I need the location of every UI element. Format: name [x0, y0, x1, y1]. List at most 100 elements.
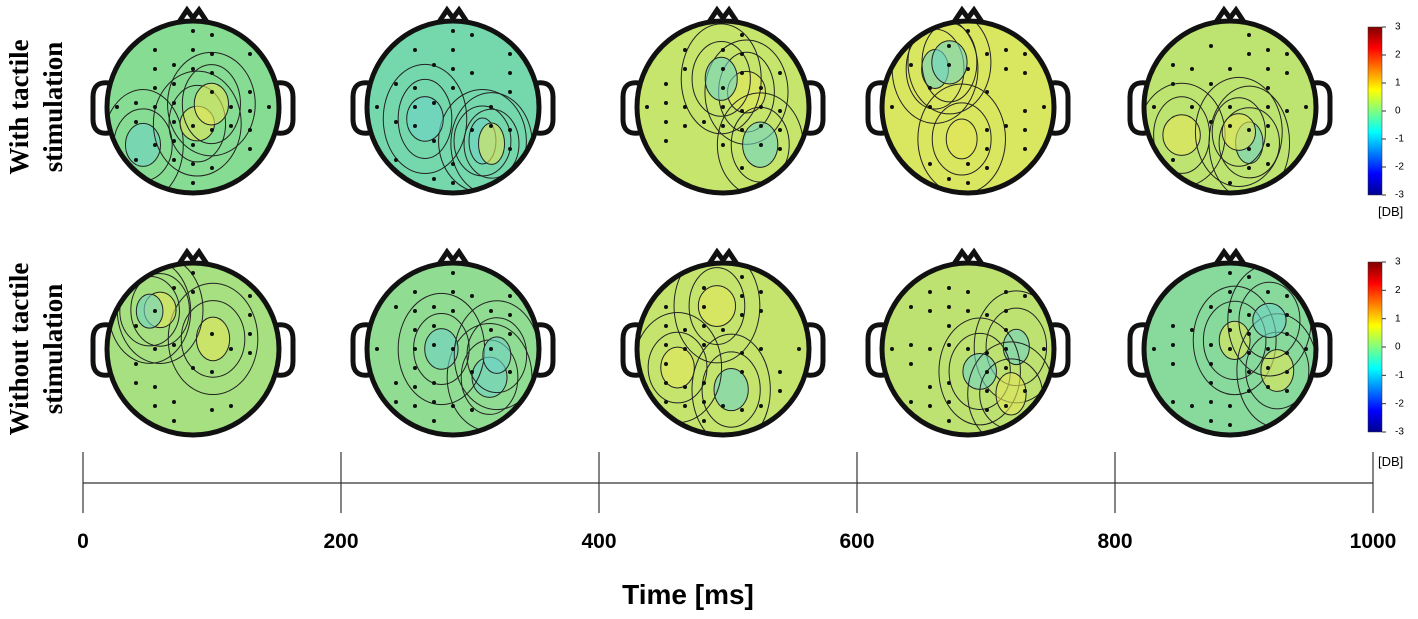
contour [673, 263, 761, 364]
electrode [683, 105, 687, 109]
electrode [1228, 347, 1232, 351]
electrode [210, 332, 214, 336]
electrode [909, 400, 913, 404]
topomap [620, 247, 826, 438]
electrode [664, 120, 668, 124]
scalp-outline [634, 260, 812, 438]
electrode [947, 381, 951, 385]
ear [536, 80, 556, 136]
electrode [229, 404, 233, 408]
electrode [153, 67, 157, 71]
electrode [432, 101, 436, 105]
contour [1162, 114, 1201, 156]
electrode [432, 419, 436, 423]
electrode [210, 90, 214, 94]
electrode [1266, 124, 1270, 128]
electrode [470, 33, 474, 37]
electrode [1285, 109, 1289, 113]
nose [1213, 5, 1247, 24]
colorbar-tick-label: -1 [1395, 134, 1404, 145]
ear [1051, 322, 1071, 378]
electrode [248, 52, 252, 56]
nose [951, 247, 985, 266]
electrode [1266, 67, 1270, 71]
electrode [191, 366, 195, 370]
electrode [702, 400, 706, 404]
electrode [375, 105, 379, 109]
time-tick-label: 200 [323, 530, 358, 553]
electrode [1247, 332, 1251, 336]
electrode [985, 90, 989, 94]
nose [176, 247, 210, 266]
electrode [740, 71, 744, 75]
contour [463, 108, 520, 179]
electrode [1004, 309, 1008, 313]
electrode [394, 120, 398, 124]
contours [375, 29, 533, 193]
electrode [1190, 105, 1194, 109]
electrode [966, 162, 970, 166]
electrode [966, 347, 970, 351]
electrode [740, 294, 744, 298]
topomap [865, 247, 1071, 438]
electrode [172, 286, 176, 290]
electrode [664, 305, 668, 309]
contour [193, 82, 230, 126]
contour [382, 63, 468, 174]
topomap [350, 247, 556, 438]
electrode [1228, 290, 1232, 294]
colorbar-tick-label: 2 [1395, 285, 1401, 296]
electrode [432, 63, 436, 67]
electrode [909, 63, 913, 67]
electrode [1004, 67, 1008, 71]
electrode [1266, 347, 1270, 351]
electrode [664, 343, 668, 347]
electrode [759, 404, 763, 408]
electrode [153, 48, 157, 52]
electrode [702, 120, 706, 124]
scalp-outline [879, 18, 1057, 196]
electrode [191, 162, 195, 166]
electrode [470, 370, 474, 374]
contour [1153, 96, 1211, 174]
electrode [210, 128, 214, 132]
electrode [1171, 400, 1175, 404]
electrode [1247, 370, 1251, 374]
ear [806, 80, 826, 136]
electrode [1228, 423, 1232, 427]
electrode [451, 290, 455, 294]
electrode [489, 124, 493, 128]
electrode [210, 52, 214, 56]
electrode [210, 71, 214, 75]
electrode [1228, 67, 1232, 71]
electrode [508, 332, 512, 336]
electrode [432, 305, 436, 309]
electrode [191, 143, 195, 147]
ear [865, 322, 885, 378]
electrode [928, 347, 932, 351]
electrode [721, 105, 725, 109]
electrode [966, 29, 970, 33]
electrode [432, 139, 436, 143]
electrode [451, 347, 455, 351]
electrode [508, 71, 512, 75]
contour [647, 331, 708, 404]
electrode [172, 343, 176, 347]
contour [1221, 113, 1256, 151]
electrode [394, 82, 398, 86]
electrode [394, 381, 398, 385]
electrode [683, 404, 687, 408]
electrode [740, 408, 744, 412]
electrode [890, 105, 894, 109]
electrode [1171, 158, 1175, 162]
electrode [797, 347, 801, 351]
electrode [890, 347, 894, 351]
colorbar-unit: [DB] [1378, 204, 1403, 219]
time-tick-label: 600 [839, 530, 874, 553]
electrode [740, 351, 744, 355]
electrode [172, 400, 176, 404]
contour [1218, 320, 1251, 361]
electrode [508, 90, 512, 94]
electrode [759, 309, 763, 313]
